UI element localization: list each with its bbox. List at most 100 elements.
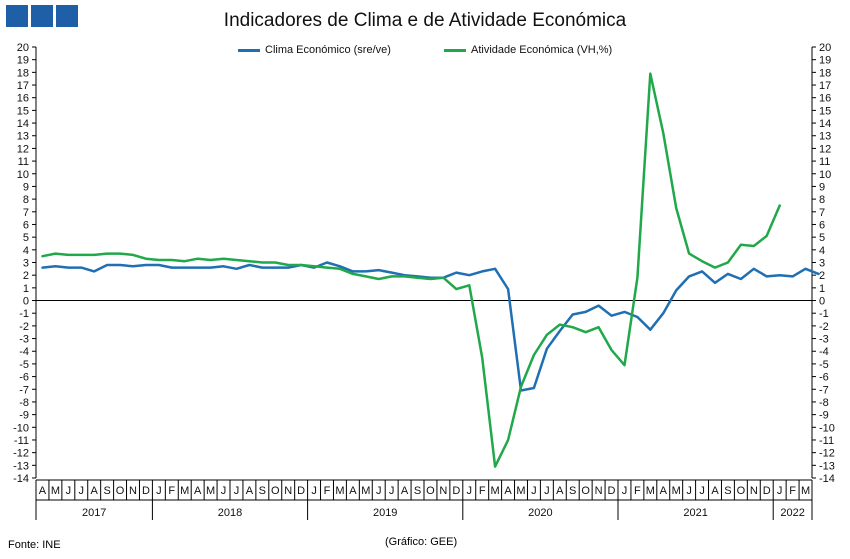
month-label: A [194, 485, 202, 497]
y-tick-label-left: 14 [17, 118, 29, 130]
month-label: A [39, 485, 47, 497]
y-tick-label-right: -12 [819, 448, 835, 460]
month-label: N [750, 485, 758, 497]
year-label: 2017 [82, 507, 106, 519]
month-label: M [491, 485, 500, 497]
month-label: N [439, 485, 447, 497]
y-tick-label-right: 13 [819, 131, 831, 143]
month-label: J [66, 485, 72, 497]
month-label: O [581, 485, 590, 497]
month-label: A [401, 485, 409, 497]
y-tick-label-right: 9 [819, 181, 825, 193]
month-label: D [297, 485, 305, 497]
month-label: A [711, 485, 719, 497]
y-tick-label-left: 16 [17, 93, 29, 105]
y-tick-label-left: 20 [17, 42, 29, 54]
month-label: A [349, 485, 357, 497]
y-tick-label-left: 8 [23, 194, 29, 206]
month-label: M [51, 485, 60, 497]
month-label: F [634, 485, 641, 497]
month-label: J [686, 485, 692, 497]
y-tick-label-left: -13 [13, 460, 29, 472]
legend-item-clima: Clima Económico (sre/ve) [238, 44, 391, 56]
y-tick-label-right: -2 [819, 321, 829, 333]
y-tick-label-left: 19 [17, 55, 29, 67]
month-label: O [271, 485, 280, 497]
month-label: M [206, 485, 215, 497]
year-label: 2018 [218, 507, 242, 519]
month-label: D [763, 485, 771, 497]
y-tick-label-right: -3 [819, 334, 829, 346]
logo-block-1 [6, 5, 28, 27]
month-label: D [608, 485, 616, 497]
month-label: S [569, 485, 576, 497]
month-label: S [414, 485, 421, 497]
y-tick-label-left: -3 [19, 334, 29, 346]
y-tick-label-right: -1 [819, 308, 829, 320]
logo-block-2 [31, 5, 53, 27]
y-tick-label-right: 11 [819, 156, 830, 168]
chart-title: Indicadores de Clima e de Atividade Econ… [223, 10, 627, 31]
y-tick-label-left: -9 [19, 410, 29, 422]
month-label: A [504, 485, 512, 497]
y-tick-label-left: 7 [23, 207, 29, 219]
month-label: M [672, 485, 681, 497]
month-label: J [311, 485, 317, 497]
y-tick-label-left: -2 [19, 321, 29, 333]
y-tick-label-left: 5 [23, 232, 29, 244]
y-tick-label-right: 19 [819, 55, 831, 67]
month-label: A [556, 485, 564, 497]
month-label: J [376, 485, 382, 497]
y-tick-label-right: 16 [819, 93, 831, 105]
y-tick-label-left: 12 [17, 143, 29, 155]
legend-label-clima: Clima Económico (sre/ve) [265, 44, 391, 56]
month-label: M [335, 485, 344, 497]
y-tick-label-right: -6 [819, 372, 829, 384]
year-label: 2022 [780, 507, 804, 519]
month-label: M [180, 485, 189, 497]
y-tick-label-right: 10 [819, 169, 831, 181]
y-tick-label-right: 8 [819, 194, 825, 206]
y-tick-label-left: -4 [19, 346, 29, 358]
y-tick-label-left: 10 [17, 169, 29, 181]
y-tick-label-left: 3 [23, 258, 29, 270]
month-label: S [259, 485, 266, 497]
y-tick-label-left: 4 [23, 245, 29, 257]
y-tick-label-right: -7 [819, 384, 829, 396]
month-label: N [595, 485, 603, 497]
y-tick-label-left: 18 [17, 67, 29, 79]
legend-swatch-clima [238, 48, 260, 52]
y-tick-label-right: -4 [819, 346, 829, 358]
month-label: J [467, 485, 473, 497]
y-tick-label-right: 5 [819, 232, 825, 244]
y-tick-label-right: -9 [819, 410, 829, 422]
y-tick-label-right: -14 [819, 473, 835, 485]
month-label: J [156, 485, 162, 497]
ine-logo [6, 5, 78, 27]
y-tick-label-right: -10 [819, 422, 835, 434]
month-label: J [234, 485, 240, 497]
logo-block-3 [56, 5, 78, 27]
month-label: N [129, 485, 137, 497]
y-tick-label-right: 2 [819, 270, 825, 282]
month-label: J [699, 485, 705, 497]
month-label: A [91, 485, 99, 497]
y-tick-label-right: 14 [819, 118, 831, 130]
month-label: O [737, 485, 746, 497]
y-tick-label-right: 15 [819, 105, 831, 117]
graph-credit: (Gráfico: GEE) [385, 536, 458, 548]
year-label: 2021 [683, 507, 707, 519]
month-label: J [79, 485, 85, 497]
y-tick-label-right: 6 [819, 219, 825, 231]
series-line-atividade [41, 72, 781, 468]
y-tick-label-right: 4 [819, 245, 825, 257]
y-tick-label-right: -8 [819, 397, 829, 409]
month-label: J [389, 485, 395, 497]
y-tick-label-left: -6 [19, 372, 29, 384]
y-tick-label-left: 2 [23, 270, 29, 282]
month-label: M [361, 485, 370, 497]
y-tick-label-right: -11 [819, 435, 834, 447]
month-label: O [116, 485, 125, 497]
y-tick-label-left: 6 [23, 219, 29, 231]
